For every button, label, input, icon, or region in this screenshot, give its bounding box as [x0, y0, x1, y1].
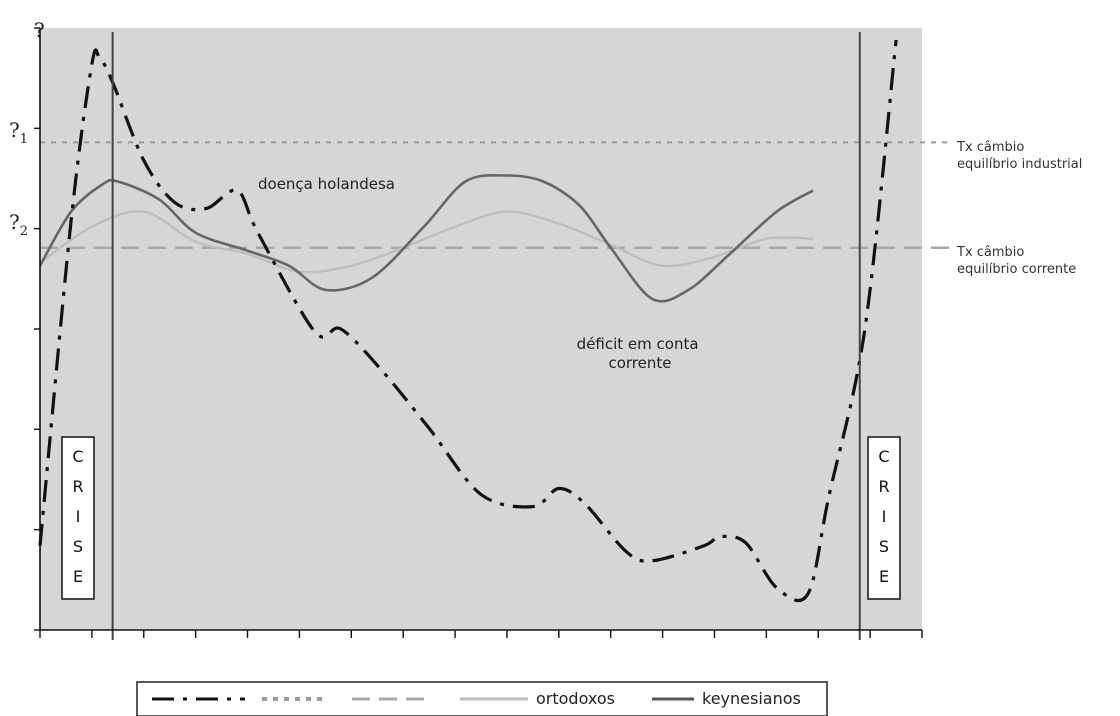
- legend: ortodoxos keynesianos: [136, 681, 828, 716]
- crise-letter: R: [878, 477, 889, 496]
- plot-area: [40, 28, 922, 630]
- series-line-ortodoxos: [39, 210, 814, 274]
- legend-label-3: ortodoxos: [536, 689, 615, 708]
- crise-letter: S: [73, 537, 83, 556]
- y-tick-label-top: ?: [34, 18, 45, 42]
- annotation-deficit-line1: déficit em conta: [577, 335, 699, 353]
- reference-lines: [40, 141, 950, 249]
- crise-letter: E: [73, 567, 83, 586]
- annotation-deficit: déficit em conta corrente: [577, 335, 704, 372]
- crise-box-0: [61, 436, 95, 600]
- label-tx-cambio-corrente: Tx câmbio equilíbrio corrente: [956, 245, 1076, 277]
- crise-letter: C: [72, 447, 83, 466]
- series-layer: [38, 39, 898, 603]
- crise-letter: I: [882, 507, 887, 526]
- legend-label-4: keynesianos: [702, 689, 801, 708]
- axes: [34, 27, 923, 638]
- y-tick-label-1: ?1: [9, 118, 28, 147]
- crise-letter: I: [76, 507, 81, 526]
- annotation-doenca-holandesa: doença holandesa: [258, 175, 395, 193]
- crise-letter: R: [72, 477, 83, 496]
- series-line-dash-dot: [38, 39, 898, 603]
- crise-letter: C: [878, 447, 889, 466]
- label-tx-cambio-industrial: Tx câmbio equilíbrio industrial: [956, 140, 1082, 172]
- crise-letter: E: [879, 567, 889, 586]
- annotation-deficit-line2: corrente: [608, 354, 671, 372]
- crise-box-1: [867, 436, 901, 600]
- y-tick-label-2: ?2: [9, 210, 28, 239]
- crise-letter: S: [879, 537, 889, 556]
- series-line-keynesianos: [38, 173, 814, 303]
